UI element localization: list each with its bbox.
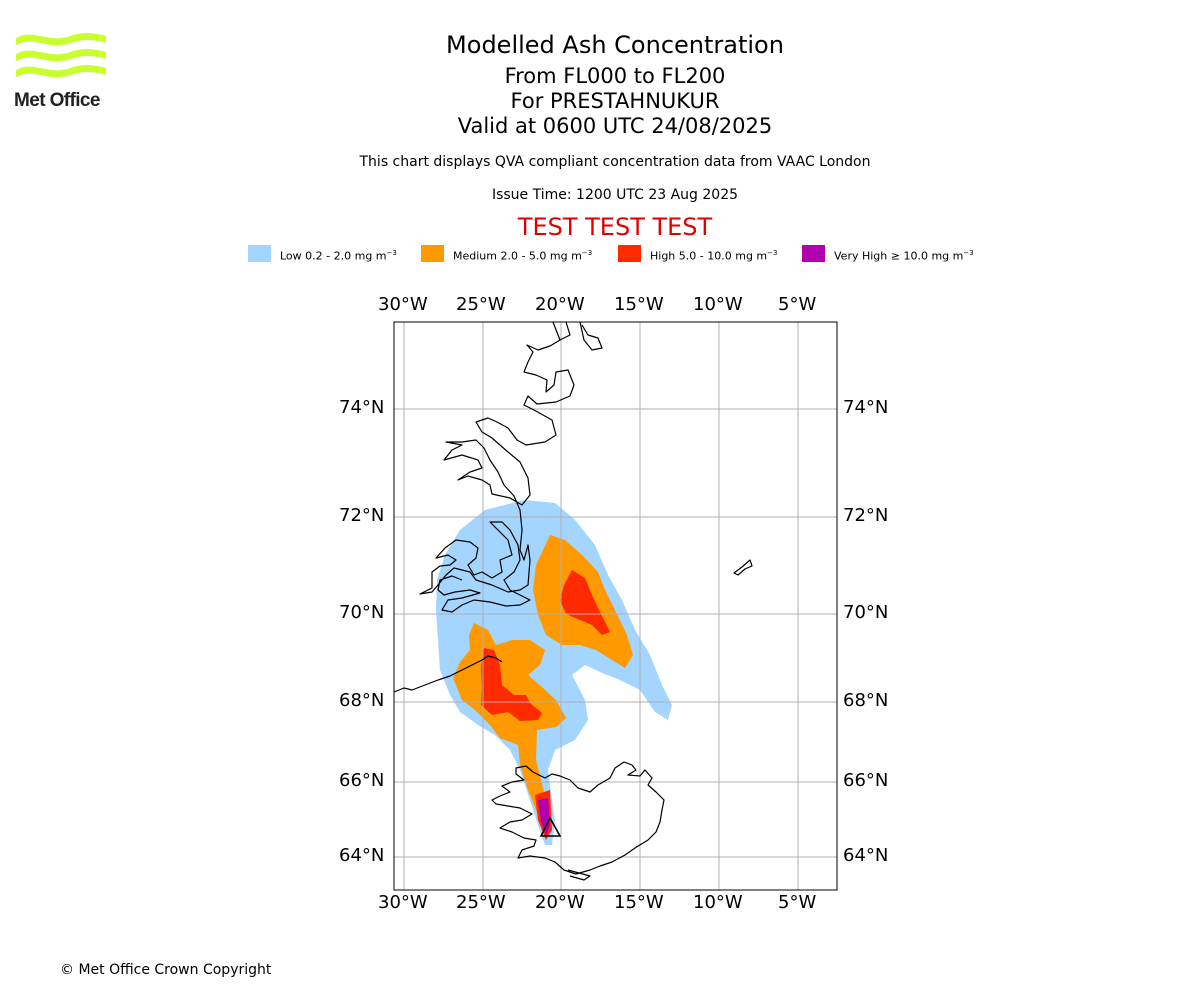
lat-label-right-74n: 74°N <box>843 397 889 418</box>
legend-label-medium: Medium 2.0 - 5.0 mg m <box>453 249 582 263</box>
greenland-coastline-2 <box>552 322 561 341</box>
lat-label-left-66n: 66°N <box>339 770 385 791</box>
lon-label-bottom-10w: 10°W <box>693 892 743 913</box>
lon-label-top-20w: 20°W <box>535 294 585 315</box>
test-banner: TEST TEST TEST <box>517 213 713 241</box>
coastlines <box>394 322 753 881</box>
ash-area-very-high <box>538 798 550 836</box>
legend-exp-very-high: −3 <box>963 249 974 257</box>
lon-label-bottom-5w: 5°W <box>778 892 817 913</box>
lon-label-bottom-20w: 20°W <box>535 892 585 913</box>
lon-label-top-10w: 10°W <box>693 294 743 315</box>
ash-area-medium-south <box>453 623 566 828</box>
met-office-wordmark: Met Office <box>14 90 100 111</box>
issue-time: Issue Time: 1200 UTC 23 Aug 2025 <box>491 187 739 203</box>
legend-swatch-medium <box>421 245 444 262</box>
volcano-triangle-icon <box>539 816 562 837</box>
met-office-logo: Met Office <box>14 30 108 112</box>
lat-label-left-68n: 68°N <box>339 690 385 711</box>
legend-label-high: High 5.0 - 10.0 mg m <box>650 249 768 263</box>
lat-label-left-72n: 72°N <box>339 505 385 526</box>
jan-mayen <box>733 559 753 576</box>
lat-label-right-64n: 64°N <box>843 845 889 866</box>
lon-label-top-15w: 15°W <box>614 294 664 315</box>
lon-label-bottom-15w: 15°W <box>614 892 664 913</box>
legend-swatch-low <box>248 245 271 262</box>
ash-area-high-north <box>560 570 610 635</box>
greenland-coastline <box>419 322 575 613</box>
legend-exp-medium: −3 <box>581 249 593 257</box>
greenland-east-coast <box>394 655 503 693</box>
legend-swatch-high <box>618 245 641 262</box>
lat-label-left-64n: 64°N <box>339 845 385 866</box>
legend-swatch-very-high <box>802 245 825 262</box>
chart-title: Modelled Ash Concentration <box>446 31 784 59</box>
copyright-notice: © Met Office Crown Copyright <box>60 962 272 978</box>
iceland-coastline <box>491 761 665 875</box>
lon-label-top-30w: 30°W <box>378 294 428 315</box>
svalbard-region <box>579 322 603 351</box>
lat-label-right-70n: 70°N <box>843 602 889 623</box>
lat-label-left-70n: 70°N <box>339 602 385 623</box>
met-office-wave-icon <box>16 32 106 78</box>
westman-islands <box>567 869 591 881</box>
chart-description: This chart displays QVA compliant concen… <box>359 154 871 170</box>
lon-label-bottom-25w: 25°W <box>456 892 506 913</box>
legend-label-low: Low 0.2 - 2.0 mg m <box>280 249 387 263</box>
lat-label-right-72n: 72°N <box>843 505 889 526</box>
lon-label-top-25w: 25°W <box>456 294 506 315</box>
valid-time: Valid at 0600 UTC 24/08/2025 <box>457 114 773 138</box>
volcano-name: For PRESTAHNUKUR <box>510 89 720 113</box>
lat-label-left-74n: 74°N <box>339 397 385 418</box>
ash-area-high-south <box>481 648 542 721</box>
graticule <box>394 322 837 890</box>
flight-levels: From FL000 to FL200 <box>504 64 726 88</box>
lon-label-top-5w: 5°W <box>778 294 817 315</box>
legend-label-very-high: Very High ≥ 10.0 mg m <box>834 249 964 263</box>
legend-exp-low: −3 <box>386 249 397 257</box>
lon-label-bottom-30w: 30°W <box>378 892 428 913</box>
legend-exp-high: −3 <box>767 249 778 257</box>
chart-title-block: Modelled Ash Concentration From FL000 to… <box>315 30 915 204</box>
lat-label-right-68n: 68°N <box>843 690 889 711</box>
lat-label-right-66n: 66°N <box>843 770 889 791</box>
map-frame <box>393 321 838 891</box>
